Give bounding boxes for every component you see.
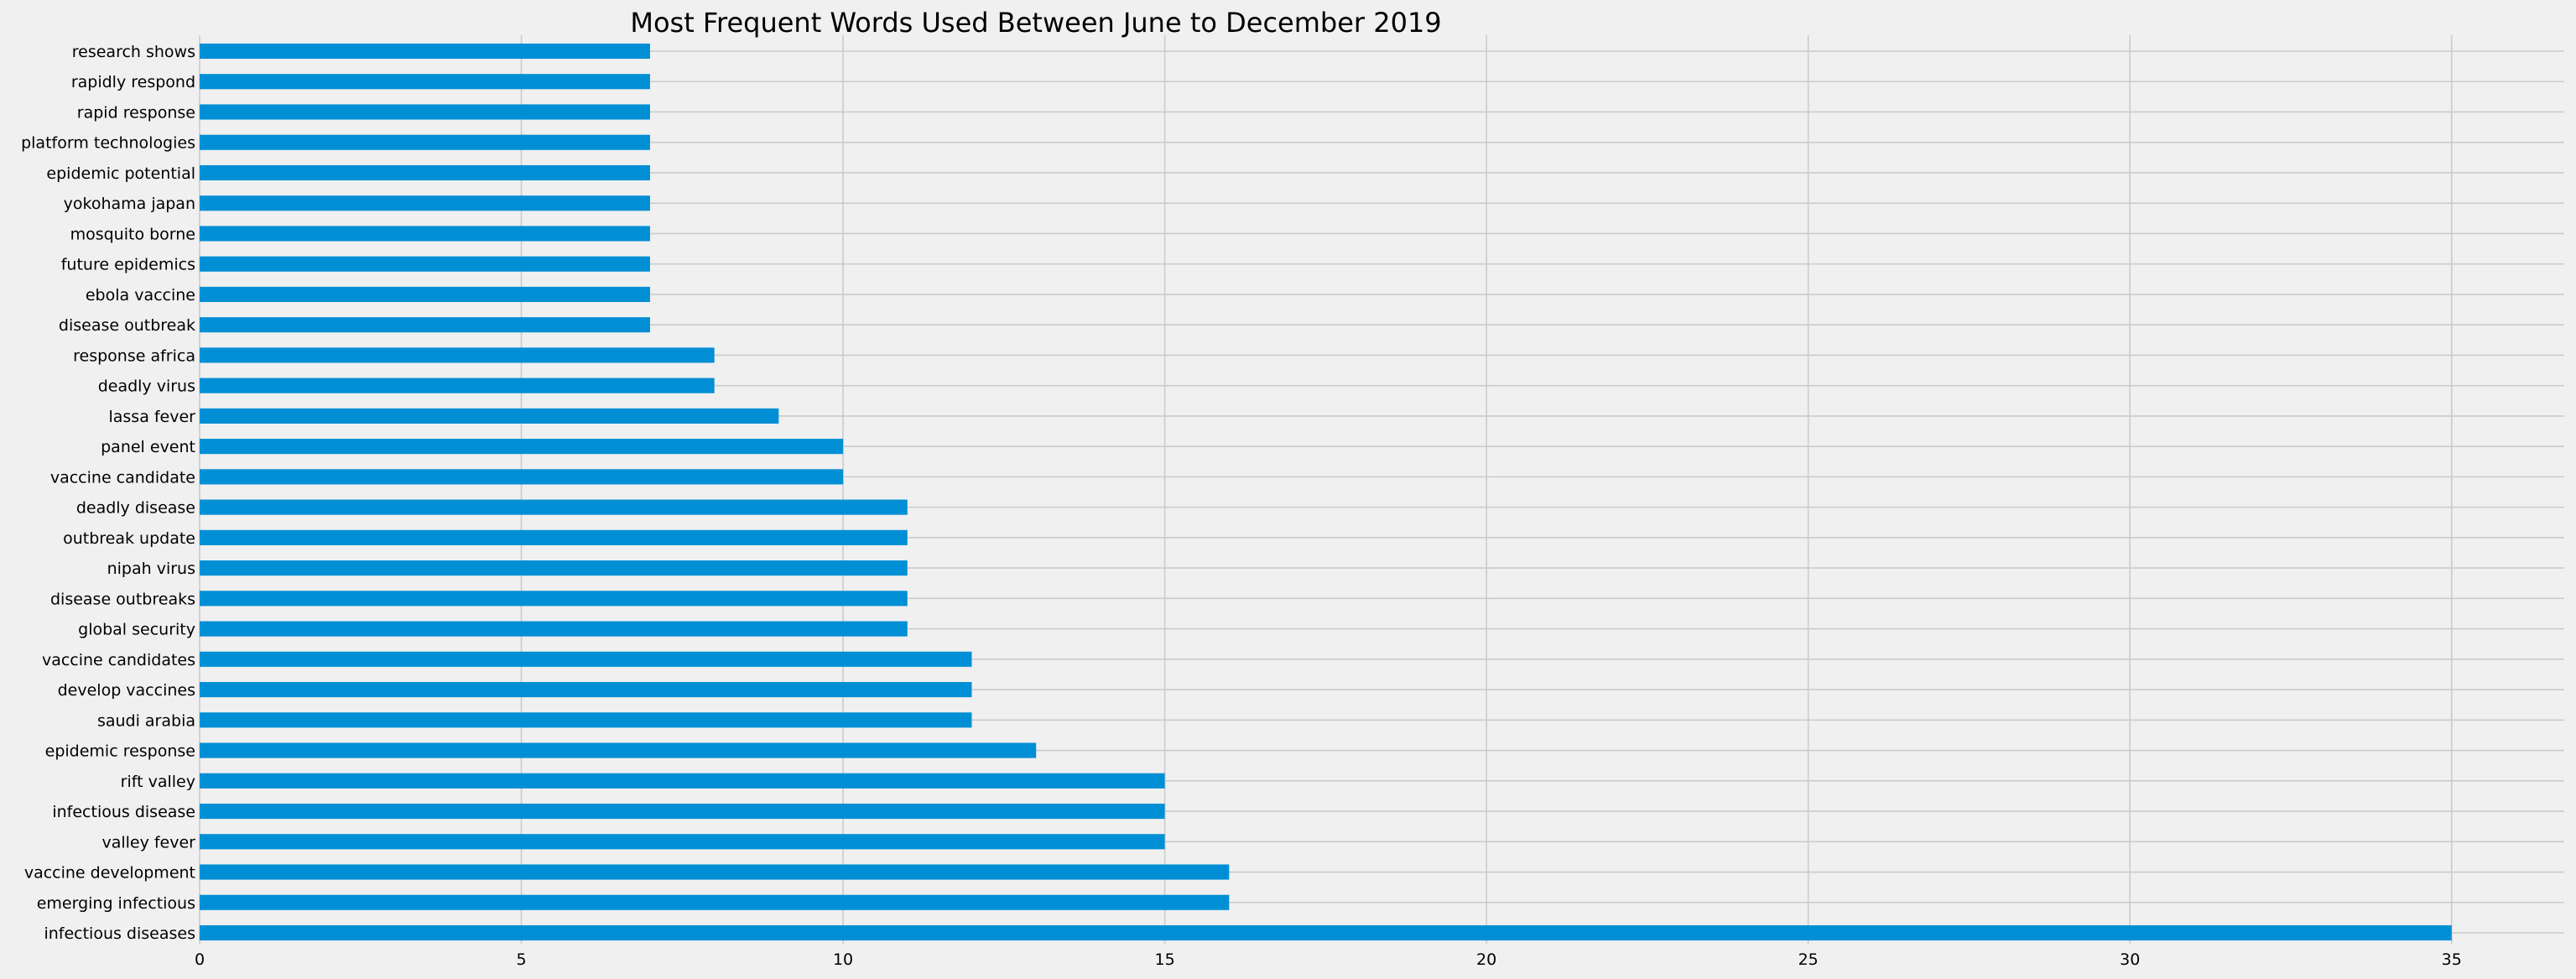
bar <box>200 834 1165 850</box>
bar <box>200 378 715 393</box>
x-tick-label: 10 <box>833 950 853 969</box>
y-tick-label: disease outbreak <box>59 316 195 335</box>
y-tick-label: epidemic potential <box>46 164 195 183</box>
y-tick-label: ebola vaccine <box>86 286 195 305</box>
chart-title: Most Frequent Words Used Between June to… <box>630 7 1441 39</box>
x-tick-label: 25 <box>1798 950 1819 969</box>
bar <box>200 894 1230 910</box>
bar <box>200 104 650 120</box>
y-tick-label: epidemic response <box>45 742 195 761</box>
x-tick-label: 20 <box>1476 950 1496 969</box>
bar <box>200 164 650 181</box>
y-tick-label: develop vaccines <box>58 681 195 700</box>
bar <box>200 134 650 150</box>
y-tick-label: platform technologies <box>21 134 195 153</box>
y-tick-label: rapid response <box>77 103 195 122</box>
y-tick-label: infectious disease <box>52 803 195 821</box>
bar <box>200 621 908 637</box>
y-tick-label: vaccine candidates <box>42 651 195 669</box>
bar <box>200 256 650 272</box>
y-tick-label: outbreak update <box>63 529 195 548</box>
y-tick-label: rift valley <box>121 773 195 791</box>
bar <box>200 651 972 667</box>
y-tick-label: lassa fever <box>108 408 195 426</box>
y-tick-label: future epidemics <box>61 256 195 274</box>
bar <box>200 742 1037 758</box>
x-tick-label: 5 <box>516 950 526 969</box>
y-tick-label: deadly disease <box>76 499 195 518</box>
y-tick-label: infectious diseases <box>44 924 195 943</box>
y-tick-label: response africa <box>73 346 195 365</box>
x-tick-label: 0 <box>195 950 205 969</box>
bar <box>200 529 908 545</box>
bar <box>200 469 844 485</box>
bar <box>200 317 650 333</box>
bar <box>200 195 650 211</box>
y-tick-label: mosquito borne <box>70 225 195 243</box>
bar <box>200 682 972 698</box>
y-tick-label: nipah virus <box>107 560 195 578</box>
bar <box>200 560 908 576</box>
y-tick-label: rapidly respond <box>71 73 195 91</box>
y-tick-label: panel event <box>101 438 195 456</box>
x-tick-label: 15 <box>1155 950 1175 969</box>
bar <box>200 712 972 728</box>
y-tick-label: yokohama japan <box>64 195 195 213</box>
bar <box>200 803 1165 820</box>
bar <box>200 439 844 455</box>
y-tick-label: saudi arabia <box>97 711 195 730</box>
bar <box>200 864 1230 880</box>
y-tick-label: vaccine candidate <box>50 468 195 487</box>
bar <box>200 74 650 90</box>
x-tick-label: 35 <box>2442 950 2462 969</box>
y-tick-label: deadly virus <box>98 378 195 396</box>
bar <box>200 347 715 363</box>
bar <box>200 499 908 515</box>
y-tick-label: disease outbreaks <box>50 590 195 608</box>
bar <box>200 408 779 424</box>
tick-labels: 0 5 10 15 20 25 30 35 infectious diseases emergin… <box>21 43 2462 969</box>
x-tick-label: 30 <box>2120 950 2140 969</box>
y-tick-label: research shows <box>72 43 195 61</box>
y-tick-label: emerging infectious <box>37 894 195 913</box>
y-tick-label: vaccine development <box>24 864 195 883</box>
y-tick-label: global security <box>78 621 195 639</box>
bar <box>200 226 650 242</box>
bars <box>200 43 2452 941</box>
y-tick-label: valley fever <box>101 833 195 851</box>
bar <box>200 591 908 607</box>
bar <box>200 286 650 302</box>
bar <box>200 773 1165 789</box>
bar <box>200 924 2452 941</box>
bar <box>200 43 650 60</box>
